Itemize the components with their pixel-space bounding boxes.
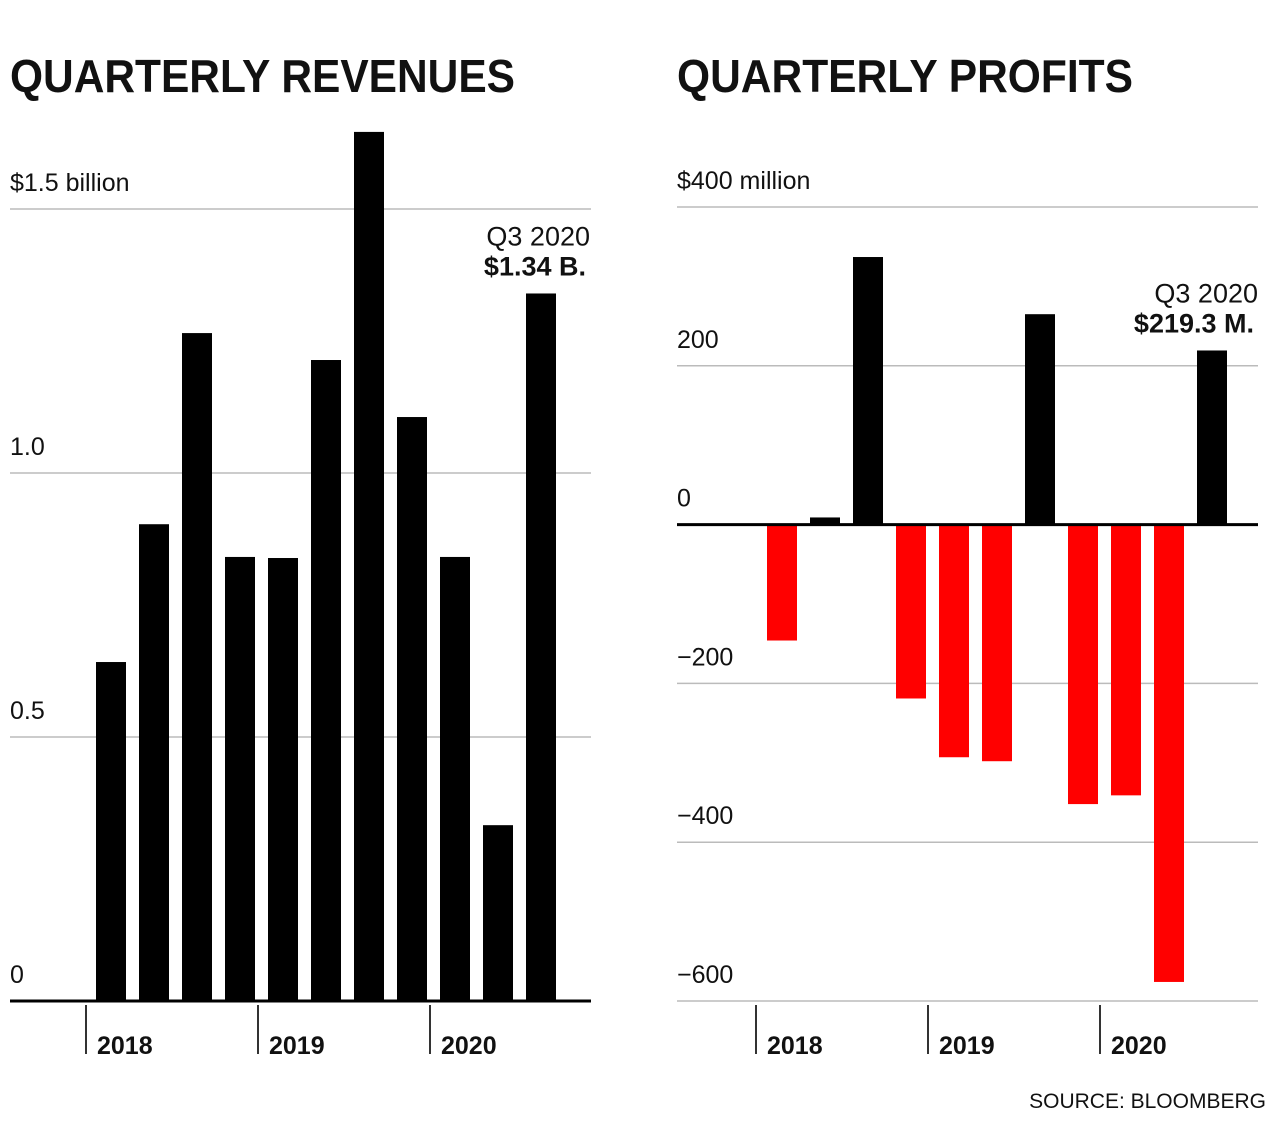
chart-title: QUARTERLY PROFITS	[677, 50, 1133, 102]
y-tick-label: 200	[677, 326, 719, 354]
annotation-value: $1.34 B.	[484, 251, 586, 281]
bar	[354, 131, 384, 1002]
bar	[939, 524, 969, 758]
y-tick-label: $400 million	[677, 167, 810, 195]
bar	[397, 417, 427, 1002]
x-tick-label: 2018	[767, 1032, 823, 1060]
y-tick-label: 1.0	[10, 433, 45, 461]
y-tick-label: 0	[10, 961, 24, 989]
x-tick-label: 2019	[269, 1032, 325, 1060]
annotation-value: $219.3 M.	[1134, 308, 1254, 338]
bar	[225, 556, 255, 1001]
annotation-label: Q3 2020	[486, 221, 590, 251]
bar	[311, 360, 341, 1001]
y-tick-label: −600	[677, 961, 733, 989]
bar	[96, 662, 126, 1001]
x-tick-label: 2018	[97, 1032, 153, 1060]
y-tick-label: −400	[677, 802, 733, 830]
source: SOURCE: BLOOMBERG	[1029, 1090, 1266, 1113]
y-tick-label: −200	[677, 643, 733, 671]
bar	[767, 524, 797, 641]
bar	[182, 333, 212, 1002]
x-tick-label: 2019	[939, 1032, 995, 1060]
bar	[1154, 524, 1184, 982]
bar	[483, 825, 513, 1001]
annotation-label: Q3 2020	[1154, 278, 1258, 308]
bar	[853, 257, 883, 525]
chart-title: QUARTERLY REVENUES	[10, 50, 515, 102]
bar	[1111, 524, 1141, 796]
x-tick-label: 2020	[441, 1032, 497, 1060]
bar	[1197, 350, 1227, 525]
y-tick-label: $1.5 billion	[10, 169, 130, 197]
x-tick-label: 2020	[1111, 1032, 1167, 1060]
bar	[982, 524, 1012, 762]
bar	[1025, 314, 1055, 525]
bar	[896, 524, 926, 699]
bar	[526, 293, 556, 1002]
bar	[268, 558, 298, 1001]
bar	[139, 524, 169, 1001]
y-tick-label: 0	[677, 485, 691, 513]
bar	[440, 556, 470, 1001]
bar	[1068, 524, 1098, 805]
bar	[810, 517, 840, 525]
y-tick-label: 0.5	[10, 697, 45, 725]
